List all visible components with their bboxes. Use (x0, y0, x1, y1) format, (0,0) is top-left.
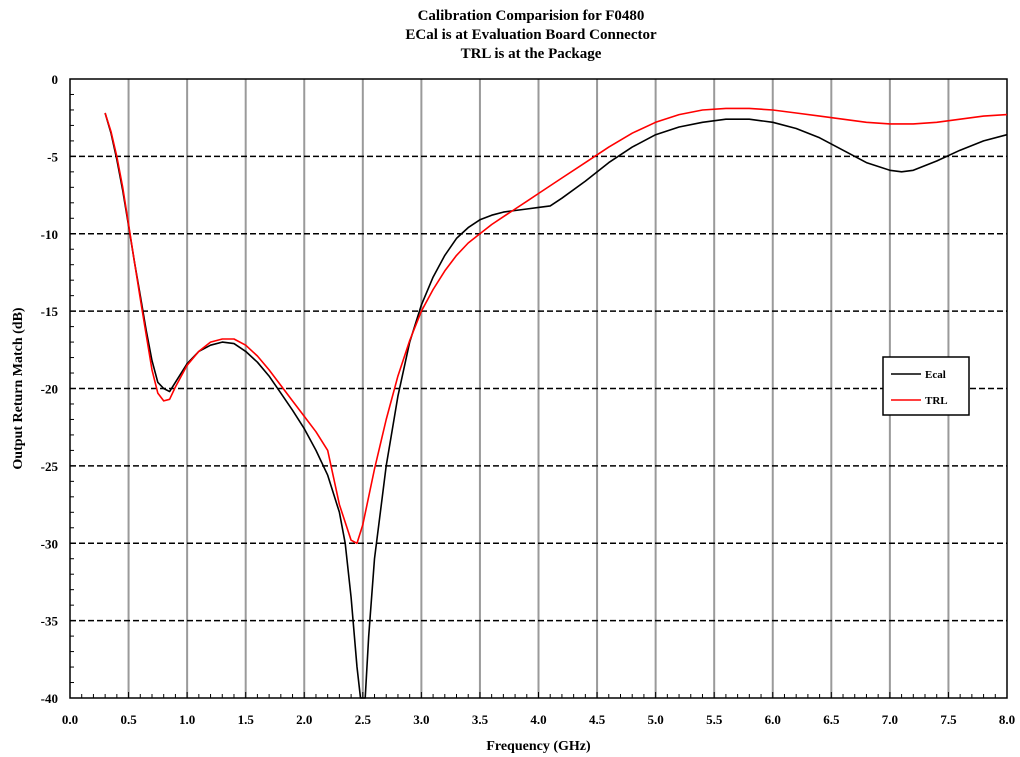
x-tick-label: 0.5 (120, 712, 137, 727)
y-axis-tick-labels: 0 -5 -10 -15 -20 -25 -30 -35 -40 (41, 72, 59, 706)
y-tick-label: -5 (47, 149, 58, 164)
minor-ticks (69, 78, 1008, 699)
chart-title: Calibration Comparision for F0480 ECal is… (405, 8, 657, 62)
x-tick-label: 5.5 (706, 712, 723, 727)
x-tick-label: 1.0 (179, 712, 195, 727)
y-tick-label: 0 (52, 72, 59, 87)
legend-label-trl: TRL (925, 395, 948, 407)
y-tick-label: -10 (41, 227, 58, 242)
x-tick-label: 7.0 (882, 712, 898, 727)
x-tick-label: 2.5 (355, 712, 372, 727)
y-tick-label: -25 (41, 459, 59, 474)
x-tick-label: 2.0 (296, 712, 312, 727)
x-axis-title: Frequency (GHz) (486, 739, 591, 754)
x-tick-label: 4.0 (530, 712, 546, 727)
title-line-2: ECal is at Evaluation Board Connector (405, 27, 657, 43)
series-line-trl (104, 107, 1008, 545)
y-tick-label: -35 (41, 614, 59, 629)
y-tick-label: -20 (41, 382, 58, 397)
x-tick-label: 7.5 (940, 712, 957, 727)
x-tick-label: 8.0 (999, 712, 1015, 727)
x-tick-label: 0.0 (62, 712, 78, 727)
title-line-3: TRL is at the Package (461, 46, 602, 62)
x-tick-label: 5.0 (648, 712, 664, 727)
legend-box (882, 356, 970, 416)
x-tick-label: 6.5 (823, 712, 840, 727)
y-tick-label: -15 (41, 304, 59, 319)
x-tick-label: 1.5 (238, 712, 255, 727)
y-axis-title: Output Return Match (dB) (11, 307, 26, 470)
series-line-ecal (104, 112, 1008, 699)
grid (70, 79, 1007, 698)
x-tick-label: 3.5 (472, 712, 489, 727)
y-tick-label: -40 (41, 691, 58, 706)
x-tick-label: 3.0 (413, 712, 429, 727)
x-axis-tick-labels: 0.0 0.5 1.0 1.5 2.0 2.5 3.0 3.5 4.0 4.5 5.0 5.5 6.0 6… (62, 712, 1015, 727)
series-lines (104, 107, 1008, 699)
y-tick-label: -30 (41, 536, 58, 551)
x-tick-label: 6.0 (765, 712, 781, 727)
x-tick-label: 4.5 (589, 712, 606, 727)
legend-label-ecal: Ecal (925, 369, 946, 381)
title-line-1: Calibration Comparision for F0480 (418, 8, 645, 24)
legend: Ecal TRL (882, 356, 970, 416)
